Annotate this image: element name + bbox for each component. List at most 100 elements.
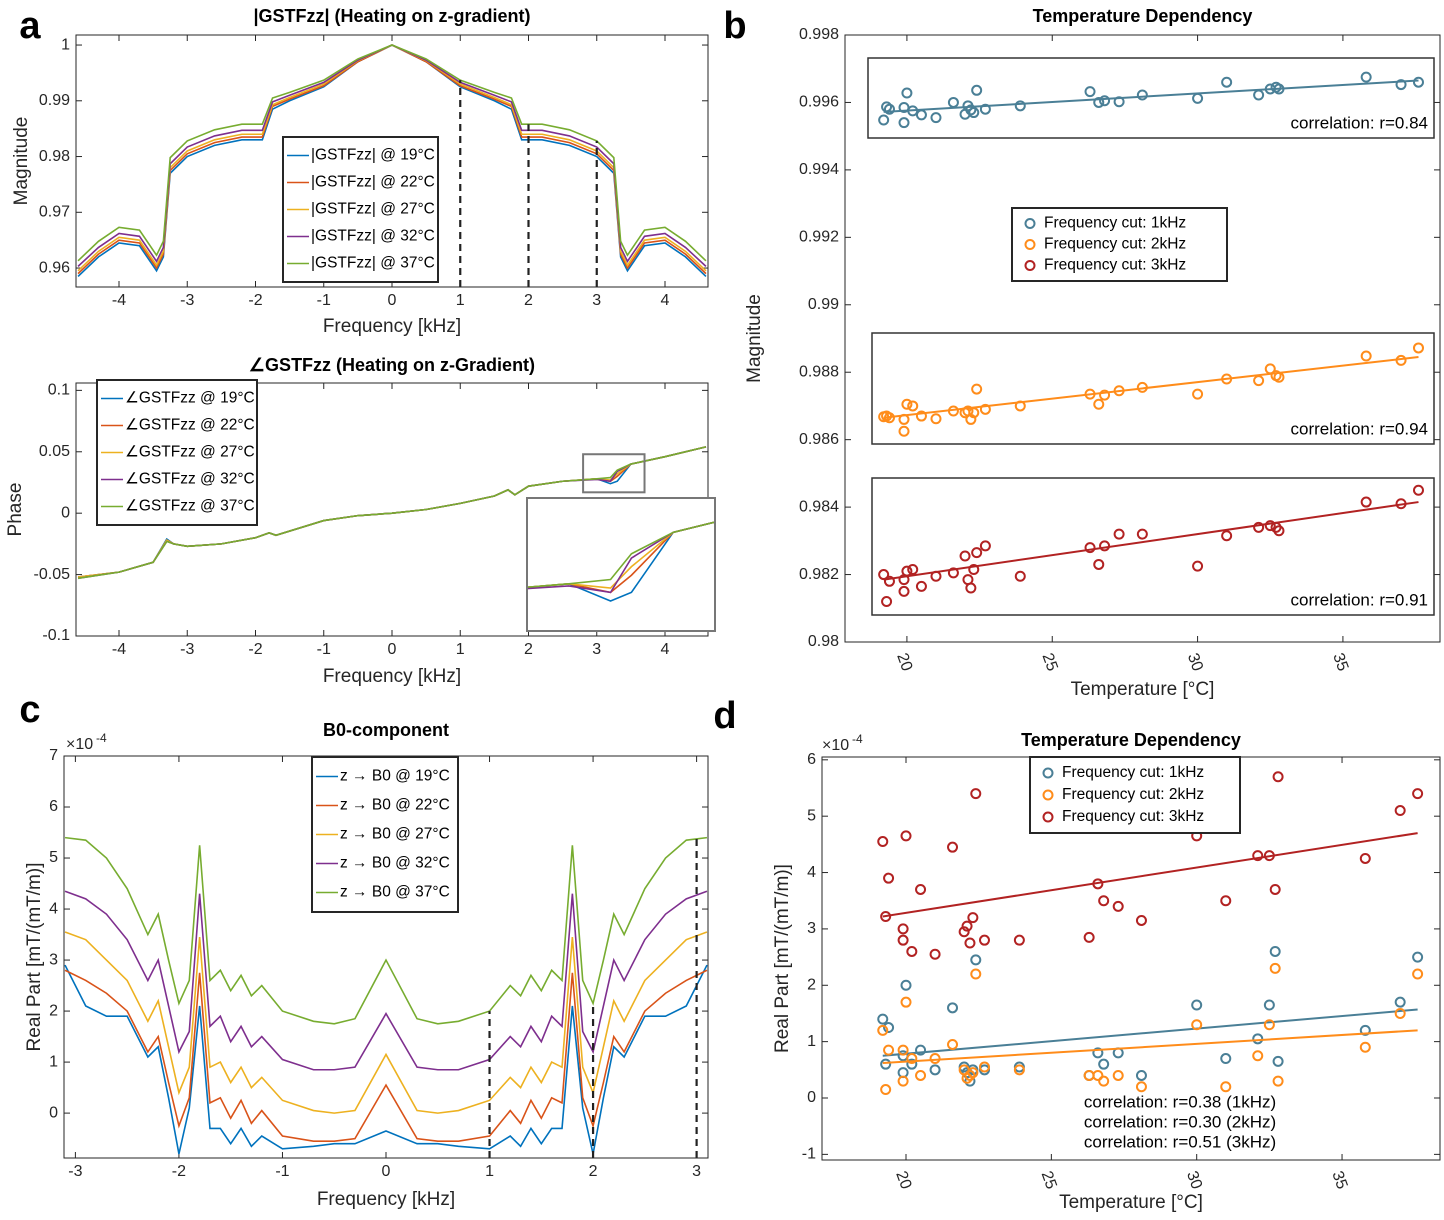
- y-tick-label: 2: [807, 976, 816, 993]
- scatter-point: [1394, 805, 1406, 817]
- scatter-point: [901, 398, 913, 410]
- legend-box: [96, 379, 258, 526]
- scatter-point: [1098, 1058, 1110, 1070]
- scatter-point: [915, 1044, 927, 1056]
- legend-label: |GSTFzz| @ 19°C: [311, 147, 435, 164]
- scatter-point: [929, 1053, 941, 1065]
- scatter-point: [1084, 86, 1096, 98]
- trend-line: [882, 832, 1418, 918]
- y-tick-label: 0: [61, 504, 70, 521]
- legend-label: ∠GSTFzz @ 27°C: [125, 444, 255, 461]
- scatter-point: [897, 1075, 909, 1087]
- scatter-point: [883, 575, 895, 587]
- axes-background: [845, 35, 1440, 642]
- scatter-point: [1412, 788, 1424, 800]
- scatter-point: [1014, 570, 1026, 582]
- axes-frame: [75, 34, 709, 288]
- scatter-point: [1412, 951, 1424, 963]
- x-tick-label: 0: [382, 1163, 391, 1180]
- scatter-point: [1014, 100, 1026, 112]
- annotation: correlation: r=0.94: [1291, 419, 1429, 438]
- scatter-point: [967, 1067, 979, 1079]
- y-tick-label: 4: [807, 864, 816, 881]
- scatter-point: [965, 413, 977, 425]
- legend-label: z → B0 @ 32°C: [340, 855, 450, 872]
- series-line: [64, 931, 708, 1114]
- scatter-point: [1192, 560, 1204, 572]
- x-tick-label: 2: [589, 1163, 598, 1180]
- scatter-point: [897, 923, 909, 935]
- legend-marker: [1024, 218, 1036, 229]
- scatter-point: [947, 1038, 959, 1050]
- scatter-point: [881, 596, 893, 608]
- scatter-point: [897, 934, 909, 946]
- series-line: [64, 964, 708, 1155]
- scatter-point: [1135, 1069, 1147, 1081]
- scatter-point: [907, 563, 919, 575]
- y-tick-label: 3: [807, 920, 816, 937]
- scatter-point: [1093, 398, 1105, 410]
- chart-title: B0-component: [323, 720, 449, 740]
- trend-line: [882, 1029, 1418, 1065]
- axis-multiplier: ×10: [822, 737, 849, 754]
- x-axis-label: Frequency [kHz]: [317, 1189, 455, 1210]
- y-axis-label: Phase: [5, 483, 26, 537]
- annotation: correlation: r=0.38 (1kHz): [1084, 1092, 1276, 1111]
- x-tick-label: -1: [317, 292, 331, 309]
- x-tick-label: 20: [892, 1169, 914, 1192]
- scatter-point: [1092, 1069, 1104, 1081]
- scatter-point: [965, 104, 977, 116]
- plot-area: [77, 44, 707, 277]
- scatter-point: [958, 926, 970, 938]
- scatter-point: [915, 883, 927, 895]
- scatter-point: [968, 107, 980, 119]
- panel-label: c: [19, 689, 40, 731]
- series-line: [64, 890, 708, 1071]
- trend-line: [882, 1008, 1418, 1057]
- scatter-point: [1191, 999, 1203, 1011]
- scatter-point: [970, 954, 982, 966]
- scatter-point: [906, 945, 918, 957]
- y-tick-label: 7: [49, 747, 58, 764]
- scatter-point: [1135, 914, 1147, 926]
- scatter-point: [1093, 96, 1105, 108]
- legend-marker: [1042, 789, 1054, 801]
- scatter-point: [959, 550, 971, 562]
- inset-line: [527, 521, 715, 602]
- y-tick-label: 0.98: [39, 148, 70, 165]
- scatter-point: [1084, 542, 1096, 554]
- x-tick-label: 30: [1184, 651, 1206, 674]
- scatter-point: [901, 87, 913, 99]
- inset-line: [527, 521, 715, 589]
- scatter-point: [1013, 934, 1025, 946]
- scatter-point: [930, 413, 942, 425]
- scatter-point: [1093, 558, 1105, 570]
- x-tick-label: 25: [1038, 1169, 1060, 1192]
- x-tick-label: -3: [68, 1163, 82, 1180]
- legend-marker: [1024, 239, 1036, 250]
- scatter-point: [1191, 1019, 1203, 1031]
- scatter-point: [1099, 540, 1111, 552]
- scatter-point: [1359, 852, 1371, 864]
- y-tick-label: 6: [49, 798, 58, 815]
- plot-area: [77, 446, 707, 580]
- scatter-point: [1092, 1047, 1104, 1059]
- scatter-point: [1272, 771, 1284, 783]
- legend-label: ∠GSTFzz @ 32°C: [125, 471, 255, 488]
- scatter-point: [906, 1053, 918, 1065]
- scatter-point: [1098, 1075, 1110, 1087]
- scatter-point: [883, 103, 895, 115]
- scatter-point: [930, 112, 942, 124]
- scatter-point: [1394, 996, 1406, 1008]
- x-axis-label: Frequency [kHz]: [323, 666, 461, 687]
- y-tick-label: 0.99: [808, 296, 839, 313]
- y-tick-label: -0.05: [34, 566, 71, 583]
- zoom-box: [582, 453, 646, 494]
- scatter-point: [1412, 342, 1424, 354]
- scatter-point: [900, 996, 912, 1008]
- x-tick-label: 25: [1039, 651, 1061, 674]
- y-axis-label: Real Part [mT/(mT/m)]: [772, 864, 793, 1053]
- scatter-point: [1264, 520, 1276, 532]
- x-tick-label: -3: [180, 292, 194, 309]
